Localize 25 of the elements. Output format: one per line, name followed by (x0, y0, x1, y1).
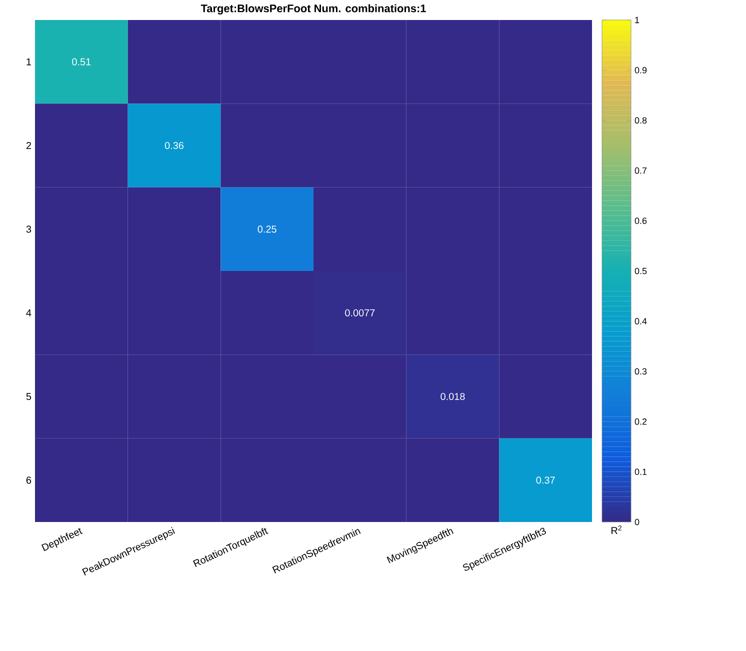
color-bar-label: 0.8 (634, 117, 647, 124)
color-bar-label: 1 (635, 16, 640, 24)
color-bar-label: 0.1 (634, 468, 647, 475)
data-label: 0.018 (440, 392, 465, 400)
y-tick-label: 1 (26, 58, 31, 66)
data-label: 0.51 (72, 58, 91, 66)
chart-title: Target:BlowsPerFoot Num. combinations:1 (200, 4, 426, 15)
color-bar-label: 0.7 (634, 167, 647, 174)
y-tick-label: 5 (26, 393, 32, 400)
data-label: 0.37 (536, 476, 555, 484)
y-tick-label: 2 (26, 142, 31, 149)
color-bar-label: 0.5 (634, 268, 647, 274)
color-bar-label: 0.4 (634, 318, 647, 324)
color-bar-label: 0.6 (634, 218, 647, 224)
color-bar-title: R$^{2}$ (612, 526, 622, 534)
color-bar-label: 0 (634, 518, 640, 526)
color-bar-label: 0.3 (634, 368, 647, 375)
data-label: 0.0077 (345, 309, 375, 316)
y-tick-label: 6 (26, 476, 32, 484)
data-label: 0.36 (164, 142, 184, 150)
data-label: 0.25 (258, 226, 276, 233)
color-bar-label: 0.2 (634, 418, 647, 425)
y-tick-label: 3 (26, 226, 32, 233)
y-tick-label: 4 (26, 309, 32, 316)
color-bar-label: 0.9 (634, 67, 647, 74)
